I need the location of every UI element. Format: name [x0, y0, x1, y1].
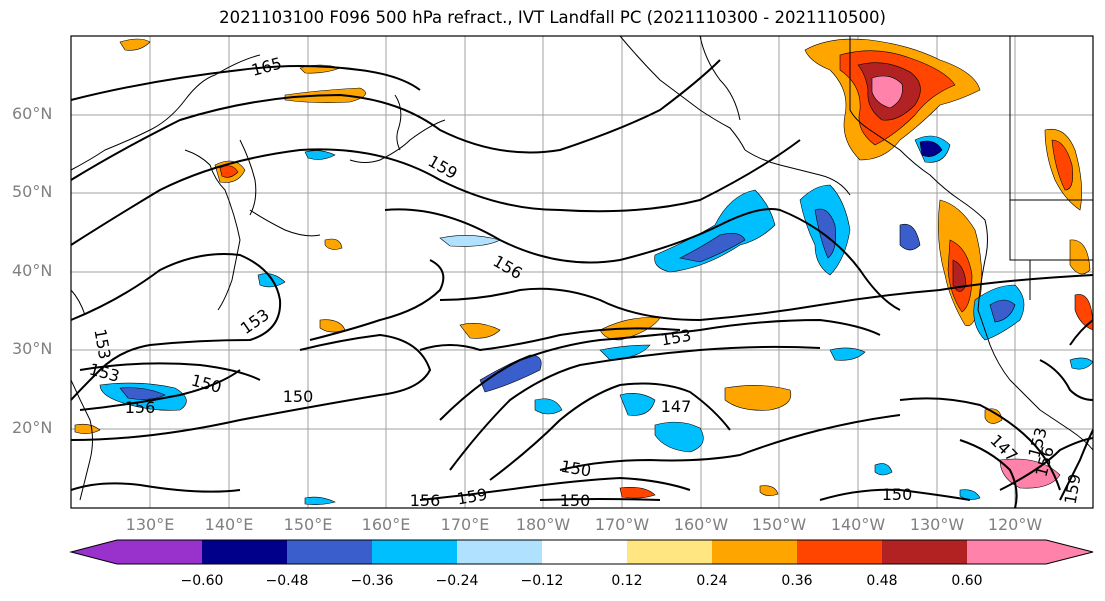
lat-label: 20°N — [12, 418, 53, 437]
map-border — [70, 35, 1094, 509]
contour-label: 156 — [410, 491, 441, 510]
colorbar-tick-label: −0.48 — [265, 573, 309, 589]
colorbar-cell — [627, 540, 712, 564]
contour-label: 147 — [661, 397, 692, 416]
contour-label: 150 — [283, 387, 314, 406]
refractivity-contours — [70, 59, 1094, 509]
lon-label: 120°W — [987, 515, 1043, 534]
lon-label: 170°W — [594, 515, 650, 534]
lon-label: 140°W — [830, 515, 886, 534]
colorbar-cell — [287, 540, 372, 564]
lon-label: 170°E — [440, 515, 490, 534]
lon-label: 130°E — [125, 515, 175, 534]
colorbar — [69, 539, 1094, 565]
lon-label: 160°E — [361, 515, 411, 534]
colorbar-cell — [372, 540, 457, 564]
colorbar-tick-label: 0.60 — [951, 573, 983, 589]
lon-label: 130°W — [909, 515, 965, 534]
colorbar-cell — [457, 540, 542, 564]
lon-label: 160°W — [673, 515, 729, 534]
colorbar-cell — [542, 540, 627, 564]
lon-label: 180°W — [515, 515, 571, 534]
colorbar-tick-label: 0.48 — [866, 573, 898, 589]
colorbar-cell — [797, 540, 882, 564]
contour-label: 156 — [125, 398, 156, 417]
plot-title: 2021103100 F096 500 hPa refract., IVT La… — [219, 8, 886, 27]
lon-label: 150°W — [751, 515, 807, 534]
colorbar-tick-label: −0.36 — [350, 573, 394, 589]
colorbar-tick-label: −0.24 — [435, 573, 479, 589]
colorbar-tick-label: −0.12 — [520, 573, 564, 589]
lat-label: 30°N — [12, 339, 53, 358]
colorbar-tick-label: 0.36 — [781, 573, 813, 589]
colorbar-tick-label: 0.12 — [611, 573, 643, 589]
lat-label: 60°N — [12, 104, 53, 123]
colorbar-cell — [967, 540, 1046, 564]
lat-label: 40°N — [12, 261, 53, 280]
colorbar-cell — [882, 540, 967, 564]
negative-anomaly-shading — [99, 135, 1094, 505]
colorbar-outline — [69, 539, 1094, 565]
positive-anomaly-shading — [74, 38, 1094, 499]
lon-label: 140°E — [204, 515, 254, 534]
colorbar-tick-label: 0.24 — [696, 573, 728, 589]
lon-label: 150°E — [283, 515, 333, 534]
colorbar-cell — [712, 540, 797, 564]
contour-label: 150 — [882, 485, 913, 504]
lat-label: 50°N — [12, 182, 53, 201]
contour-label: 150 — [560, 491, 591, 510]
colorbar-cell — [71, 540, 117, 564]
colorbar-tick-label: −0.60 — [180, 573, 224, 589]
colorbar-cell — [117, 540, 202, 564]
colorbar-cell — [202, 540, 287, 564]
colorbar-cell — [1046, 540, 1093, 564]
